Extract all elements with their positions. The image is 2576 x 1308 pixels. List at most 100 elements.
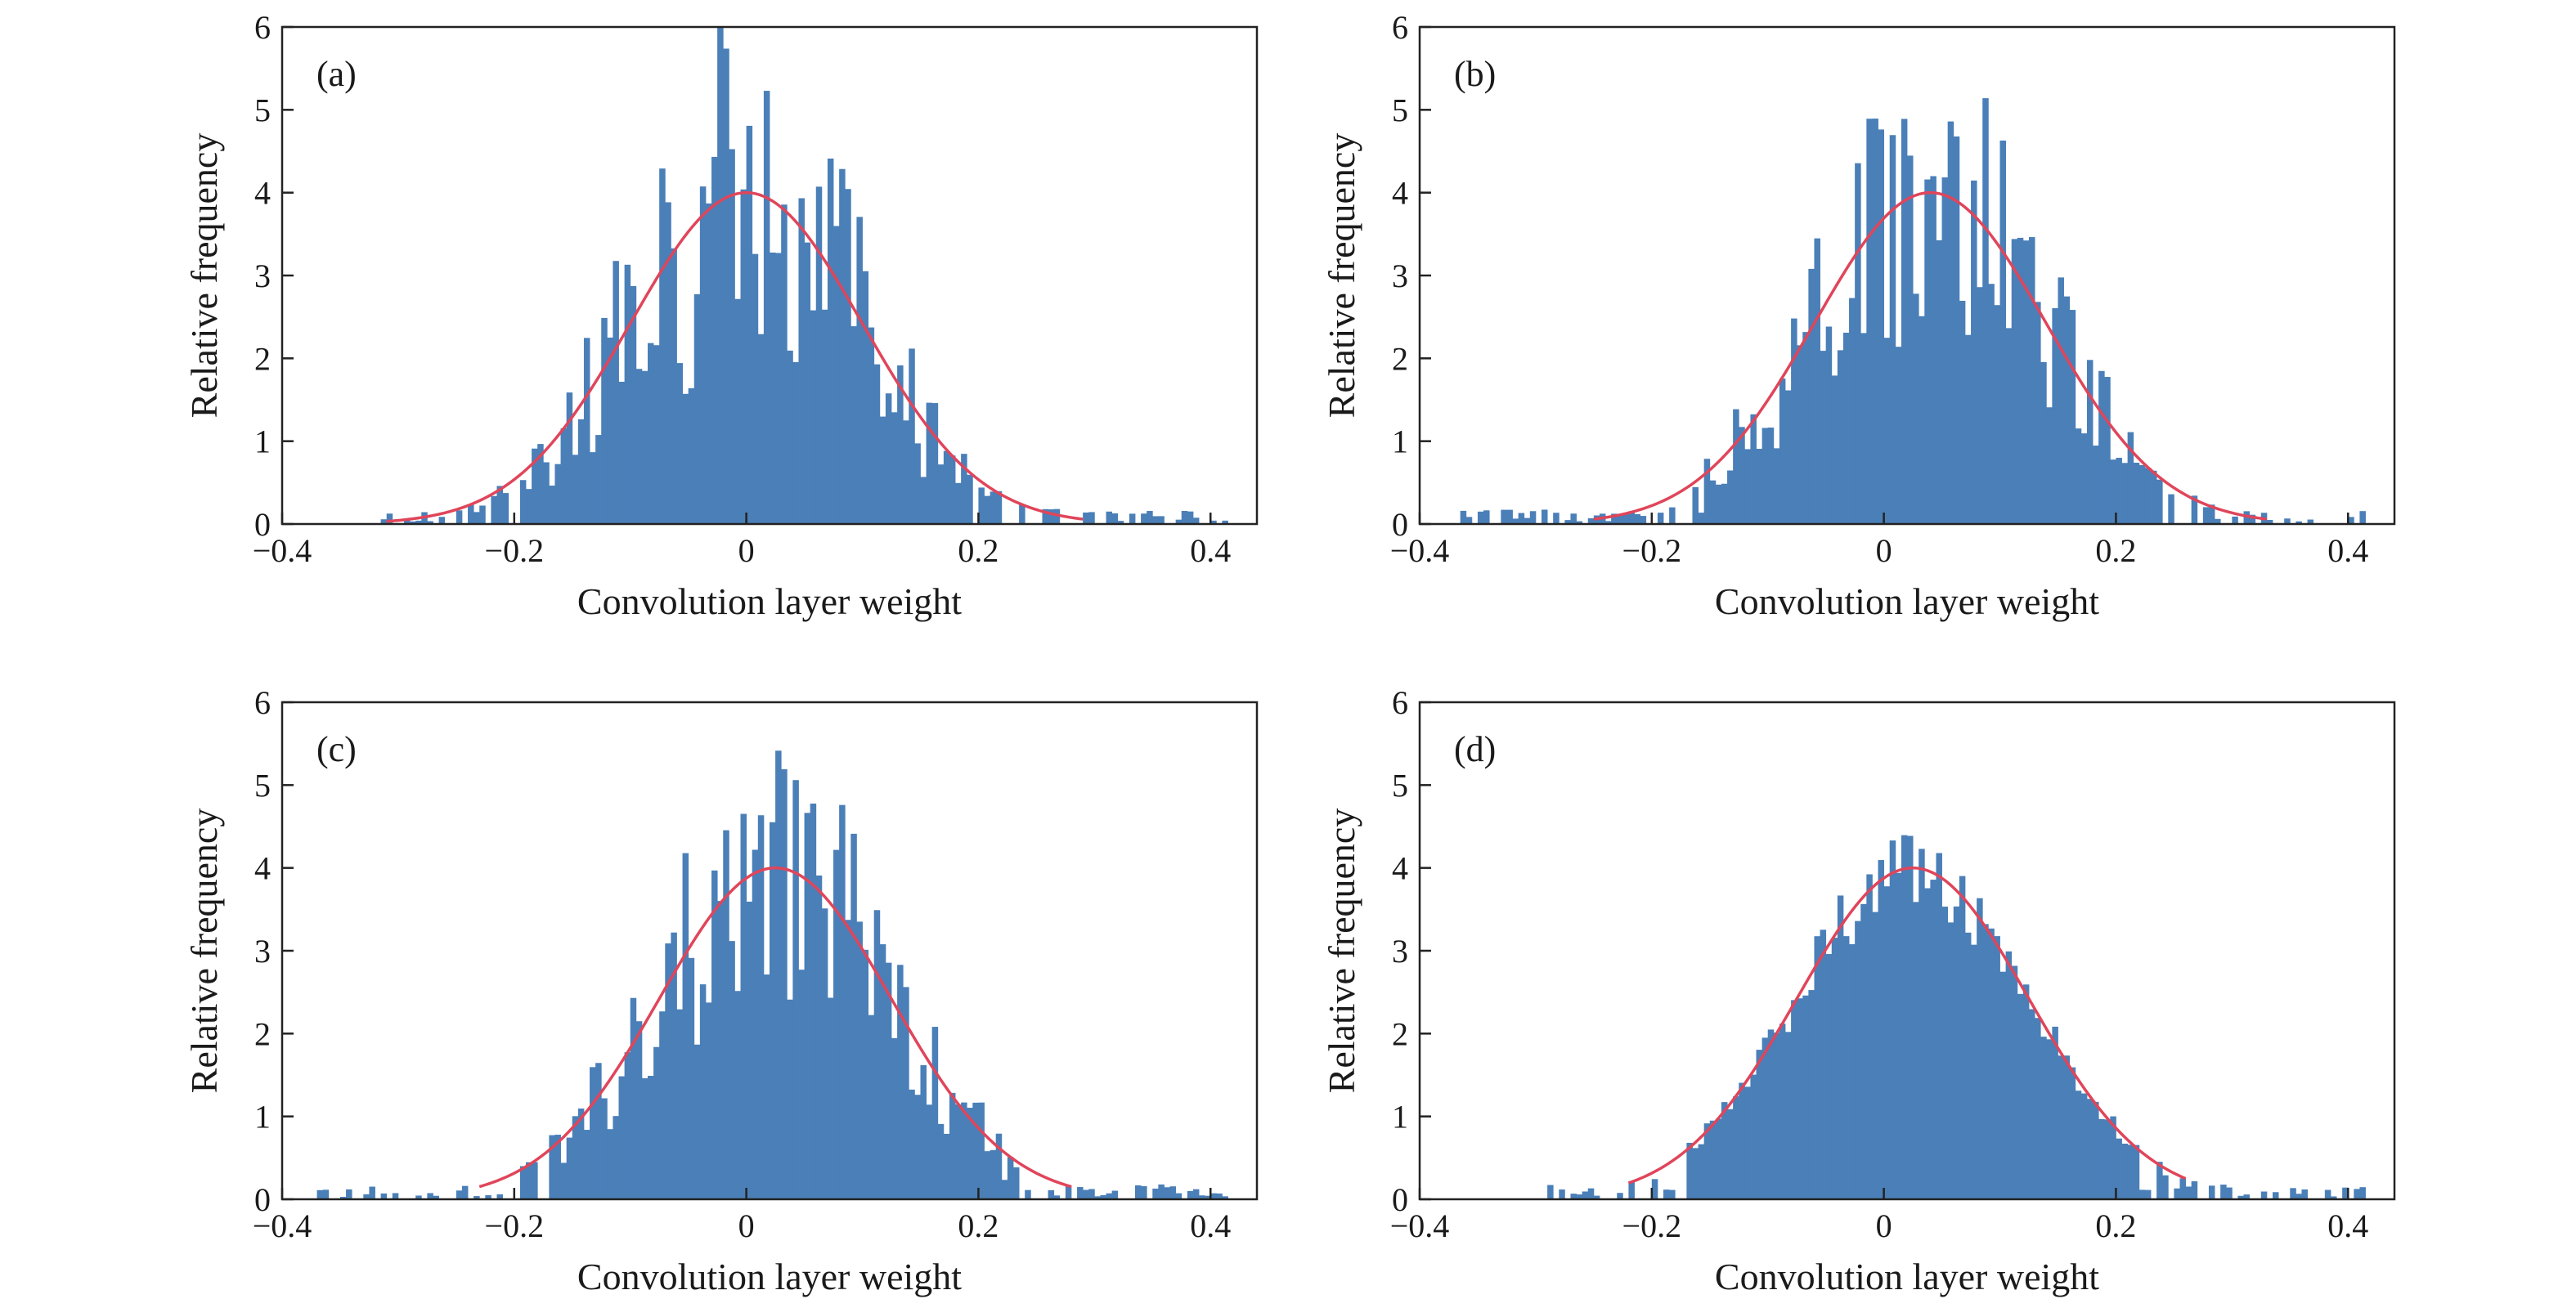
y-axis-label: Relative frequency bbox=[1321, 809, 1362, 1094]
histogram-bar bbox=[1518, 513, 1525, 524]
histogram-bar bbox=[955, 1104, 962, 1199]
histogram-bar bbox=[2127, 1144, 2134, 1199]
histogram-bar bbox=[1559, 1189, 1565, 1199]
histogram-bar bbox=[369, 1186, 375, 1199]
y-axis-label: Relative frequency bbox=[183, 809, 225, 1094]
histogram-bar bbox=[1837, 350, 1844, 524]
histogram-bar bbox=[1686, 1142, 1693, 1199]
histogram-bar bbox=[1791, 318, 1797, 524]
histogram-bar bbox=[2243, 1194, 2251, 1199]
x-tick-label: 0 bbox=[1876, 1207, 1892, 1244]
histogram-bar bbox=[1831, 938, 1838, 1199]
histogram-bar bbox=[479, 505, 486, 524]
histogram-bar bbox=[1187, 1190, 1194, 1199]
histogram-bar bbox=[2208, 504, 2215, 524]
histogram-bar bbox=[2301, 1189, 2308, 1199]
histogram-bar bbox=[380, 519, 388, 524]
histogram-bar bbox=[903, 420, 909, 524]
histogram-bar bbox=[1042, 508, 1048, 524]
histogram-bar bbox=[415, 1195, 422, 1199]
histogram-bar bbox=[781, 768, 788, 1199]
histogram-bar bbox=[2121, 463, 2129, 524]
histogram-bar bbox=[491, 495, 497, 524]
histogram-bar bbox=[1947, 121, 1954, 524]
panel-label: (b) bbox=[1454, 54, 1496, 94]
panel-label: (d) bbox=[1454, 729, 1496, 769]
histogram-bar bbox=[839, 168, 846, 524]
histogram-bar bbox=[2359, 511, 2366, 524]
histogram-bar bbox=[1048, 1189, 1055, 1199]
histogram-bar bbox=[868, 1015, 875, 1199]
x-tick-label: 0.4 bbox=[2327, 532, 2368, 569]
histogram-bar bbox=[1094, 1196, 1101, 1199]
histogram-bar bbox=[595, 435, 602, 524]
x-axis-label: Convolution layer weight bbox=[577, 1256, 962, 1297]
y-tick-label: 4 bbox=[254, 850, 271, 887]
histogram-bar bbox=[2116, 1138, 2122, 1199]
histogram-bar bbox=[1692, 486, 1699, 524]
histogram-bar bbox=[2138, 1189, 2146, 1199]
histogram-bar bbox=[757, 334, 765, 524]
histogram-bar bbox=[543, 462, 550, 524]
histogram-bar bbox=[618, 1076, 626, 1199]
histogram-bar bbox=[920, 477, 927, 524]
histogram-bar bbox=[496, 1194, 504, 1199]
histogram-bar bbox=[1860, 903, 1867, 1199]
histogram-bar bbox=[1779, 1024, 1786, 1199]
histogram-bar bbox=[781, 204, 788, 525]
histogram-bar bbox=[1192, 1189, 1200, 1199]
histogram-bar bbox=[1878, 129, 1885, 524]
histogram-bar bbox=[1593, 1195, 1600, 1199]
histogram-bar bbox=[990, 491, 997, 524]
histogram-bar bbox=[1570, 513, 1577, 524]
histogram-bar bbox=[613, 261, 619, 524]
y-tick-label: 0 bbox=[1392, 506, 1408, 543]
x-tick-label: 0.2 bbox=[2095, 532, 2136, 569]
histogram-bar bbox=[1698, 1144, 1705, 1199]
histogram-bar bbox=[1855, 163, 1861, 525]
histogram-bar bbox=[635, 1021, 643, 1199]
histogram-bar bbox=[693, 293, 701, 524]
histogram-bar bbox=[1622, 514, 1629, 524]
histogram-bar bbox=[2086, 360, 2094, 524]
histogram-bar bbox=[1501, 509, 1507, 524]
histogram-bar bbox=[1814, 936, 1820, 1199]
histogram-bar bbox=[1721, 1102, 1728, 1199]
histogram-bar bbox=[1013, 1167, 1020, 1199]
histogram-bar bbox=[2290, 1188, 2296, 1199]
histogram-bar bbox=[2017, 237, 2024, 524]
histogram-bar bbox=[2011, 965, 2018, 1199]
histogram-bar bbox=[978, 487, 985, 524]
histogram-bar bbox=[560, 1162, 568, 1199]
histogram-bar bbox=[1872, 119, 1878, 524]
histogram-bar bbox=[1797, 345, 1803, 524]
histogram-bar bbox=[1866, 119, 1873, 524]
histogram-bar bbox=[705, 1002, 712, 1199]
histogram-bar bbox=[1994, 305, 2000, 524]
histogram-bar bbox=[1628, 1180, 1635, 1199]
histogram-bar bbox=[456, 510, 463, 524]
histogram-bar bbox=[2080, 433, 2088, 524]
normal-fit-curve bbox=[386, 190, 1084, 523]
histogram-bar bbox=[659, 1011, 666, 1199]
histogram-bar bbox=[1663, 1189, 1670, 1199]
histogram-bar bbox=[404, 520, 411, 524]
histogram-bar bbox=[1152, 516, 1159, 524]
histogram-bar bbox=[1924, 888, 1931, 1199]
histogram-bar bbox=[1814, 238, 1820, 524]
histogram-bar bbox=[532, 1162, 538, 1199]
histogram-bar bbox=[2307, 519, 2314, 524]
histogram-bar bbox=[1744, 449, 1751, 524]
histogram-bar bbox=[2260, 1191, 2268, 1199]
histogram-bar bbox=[1553, 513, 1560, 524]
histogram-bar bbox=[1692, 1148, 1699, 1199]
histogram-bar bbox=[2110, 1116, 2116, 1199]
histogram-bar bbox=[885, 962, 892, 1199]
histogram-bar bbox=[705, 203, 712, 524]
histogram-bar bbox=[1820, 351, 1827, 524]
histogram-bar bbox=[1820, 929, 1827, 1199]
histogram-bar bbox=[519, 1166, 527, 1199]
histogram-bar bbox=[554, 464, 561, 524]
histogram-bar bbox=[2133, 1144, 2140, 1199]
histogram-bar bbox=[961, 454, 967, 524]
